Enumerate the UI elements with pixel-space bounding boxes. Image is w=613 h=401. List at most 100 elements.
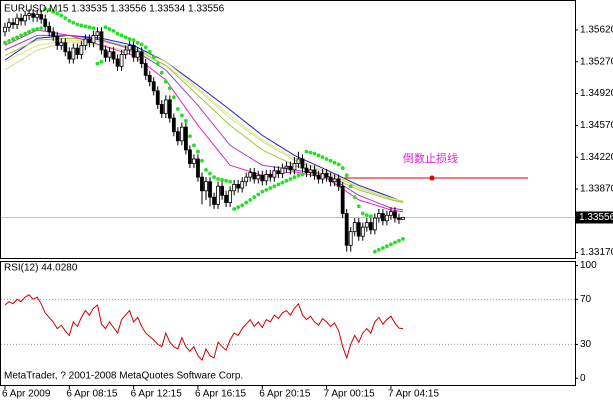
- y-tick-label: 100: [580, 260, 597, 271]
- candle-body: [147, 75, 152, 83]
- sar-dot: [268, 186, 273, 190]
- moving-average: [4, 37, 404, 204]
- candle-body: [236, 184, 241, 189]
- candle-body: [115, 58, 120, 67]
- sar-dot: [272, 184, 277, 189]
- sar-dot: [340, 166, 345, 170]
- sar-dot: [91, 26, 96, 31]
- candle-body: [344, 213, 349, 246]
- sar-dot: [368, 214, 373, 219]
- sar-dot: [232, 207, 237, 211]
- candle-body: [99, 31, 104, 51]
- sar-dot: [292, 175, 297, 180]
- candle-body: [228, 190, 233, 203]
- candle-body: [348, 231, 353, 246]
- sar-dot: [87, 25, 92, 30]
- sar-dot: [7, 38, 11, 43]
- sar-dot: [280, 180, 285, 185]
- candle-body: [356, 222, 361, 237]
- sar-dot: [107, 27, 112, 31]
- candle-body: [292, 163, 297, 171]
- candle-body: [401, 217, 405, 220]
- candle-body: [79, 45, 84, 55]
- y-tick-label: 1.34920: [580, 88, 613, 99]
- sar-dot: [23, 31, 27, 36]
- candle-body: [324, 173, 329, 178]
- candle-body: [31, 13, 36, 18]
- candle-body: [397, 217, 401, 220]
- candle-body: [328, 176, 333, 183]
- sar-dot: [244, 200, 249, 205]
- sar-dot: [332, 160, 337, 165]
- candle-body: [139, 51, 144, 64]
- sar-dot: [3, 40, 7, 45]
- sar-dot: [397, 238, 401, 243]
- y-tick-label: 1.35270: [580, 56, 613, 67]
- x-tick-label: 7 Apr 00:15: [324, 389, 376, 400]
- candle-body: [268, 174, 273, 178]
- sar-dot: [39, 26, 44, 31]
- x-tick-label: 7 Apr 04:15: [388, 389, 440, 400]
- x-tick-label: 6 Apr 12:15: [131, 389, 183, 400]
- sar-dot: [27, 29, 32, 34]
- main-title: EURUSD,M15 1.33535 1.33556 1.33534 1.335…: [4, 4, 225, 15]
- sar-dot: [252, 195, 257, 200]
- sar-dot: [184, 118, 188, 123]
- sar-dot: [260, 189, 265, 194]
- sar-dot: [228, 179, 233, 184]
- sar-dot: [75, 22, 80, 27]
- candle-body: [288, 165, 293, 171]
- candle-body: [252, 172, 257, 180]
- candle-body: [220, 185, 224, 196]
- moving-average: [4, 41, 404, 203]
- candle-body: [276, 170, 281, 174]
- y-tick-label: 1.34220: [580, 152, 613, 163]
- sar-dot: [135, 40, 140, 45]
- candle-body: [296, 158, 301, 164]
- sar-dot: [316, 153, 321, 158]
- candle-body: [151, 81, 156, 92]
- candle-body: [103, 49, 108, 58]
- candle-body: [63, 42, 68, 53]
- candle-body: [59, 42, 64, 46]
- sar-dot: [51, 9, 56, 14]
- main-panel-frame: [0, 0, 576, 259]
- sar-dot: [296, 173, 301, 178]
- sar-dot: [376, 247, 381, 252]
- sar-dot: [204, 167, 208, 172]
- candle-body: [83, 38, 88, 46]
- candle-body: [372, 217, 377, 231]
- sar-dot: [248, 197, 253, 202]
- y-tick-label: 0: [580, 373, 586, 384]
- bid-label-box: [576, 211, 613, 224]
- sar-dot: [47, 8, 52, 12]
- candle-body: [304, 167, 309, 174]
- sar-dot: [348, 184, 353, 189]
- candle-body: [272, 170, 277, 178]
- candle-body: [389, 211, 393, 216]
- candle-body: [23, 15, 28, 22]
- sar-dot: [276, 182, 281, 187]
- candle-body: [143, 63, 148, 76]
- candle-body: [27, 13, 32, 16]
- sar-dot: [196, 149, 200, 154]
- rsi-panel-frame: [0, 261, 576, 386]
- stop-line-label: 倒数止损线: [403, 151, 458, 165]
- sar-dot: [344, 173, 349, 178]
- candle-body: [175, 131, 180, 142]
- candle-body: [240, 181, 245, 189]
- candle-body: [216, 185, 220, 205]
- candle-body: [284, 165, 289, 169]
- sar-dot: [35, 27, 40, 31]
- candle-body: [71, 47, 76, 60]
- sar-dot: [200, 158, 204, 163]
- candle-body: [91, 35, 96, 44]
- candle-body: [19, 17, 23, 22]
- sar-dot: [151, 55, 156, 60]
- candle-body: [167, 99, 172, 119]
- candle-body: [316, 174, 321, 180]
- sar-dot: [43, 7, 48, 11]
- sar-dot: [83, 24, 88, 29]
- candle-body: [188, 149, 192, 164]
